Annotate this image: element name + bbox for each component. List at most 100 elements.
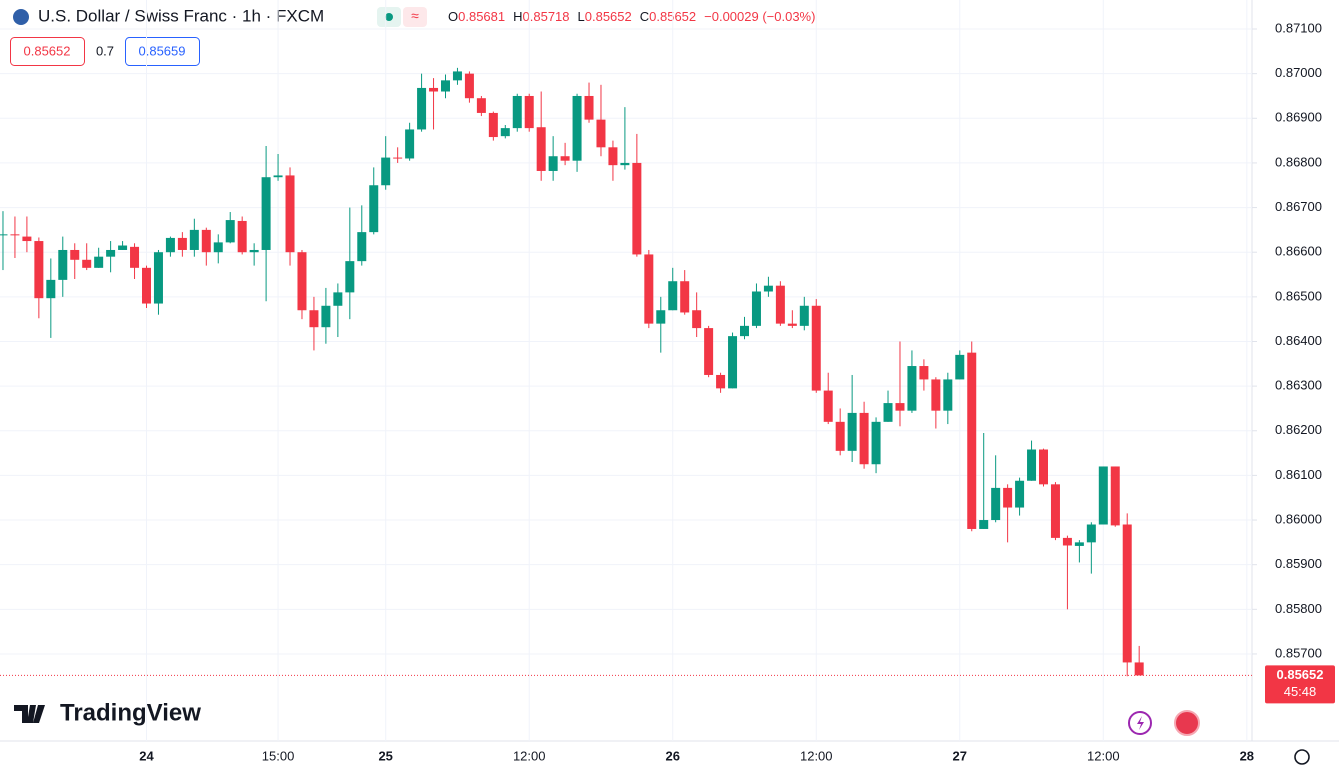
y-tick-label: 0.86500	[1275, 288, 1322, 303]
candle-body	[34, 241, 44, 299]
candle-body	[441, 80, 450, 92]
buy-button[interactable]	[125, 37, 200, 66]
candle-body	[811, 305, 821, 391]
economic-event-icon[interactable]	[1174, 710, 1200, 736]
candle-body	[823, 390, 833, 422]
candle-body	[1062, 537, 1072, 546]
candle-body	[297, 252, 307, 311]
candle-body	[189, 229, 199, 250]
ohlc-value: 0.85681	[458, 9, 505, 24]
candle-body	[931, 379, 941, 411]
candle-body	[488, 112, 498, 138]
candle-body	[429, 87, 439, 92]
candle-body	[153, 252, 163, 304]
candle-body	[512, 95, 522, 129]
candle-body	[871, 421, 881, 465]
flag-icon	[13, 9, 29, 25]
settings-icon[interactable]	[1294, 749, 1310, 765]
candle-body	[118, 245, 128, 250]
candle-body	[668, 281, 678, 311]
candle-body	[919, 366, 929, 380]
ohlc-key: O	[448, 9, 458, 24]
candle-body	[584, 95, 594, 120]
candle-body	[369, 185, 379, 233]
candle-body	[165, 237, 175, 253]
ohlc-key: H	[513, 9, 522, 24]
candle-body	[967, 352, 977, 529]
y-tick-label: 0.85800	[1275, 601, 1322, 616]
ohlc-value: 0.85718	[523, 9, 570, 24]
candle-body	[1027, 449, 1037, 481]
data-badge-icon: ≈	[411, 8, 419, 24]
ohlc-key: L	[578, 9, 585, 24]
y-tick-label: 0.85700	[1275, 645, 1322, 660]
candle-body	[345, 261, 355, 293]
candle-body	[608, 147, 618, 166]
candle-body	[70, 249, 80, 260]
candle-body	[201, 229, 211, 253]
ohlc-value: 0.85652	[585, 9, 632, 24]
candle-body	[1098, 466, 1108, 525]
candle-body	[46, 279, 56, 299]
x-tick-label: 12:00	[513, 748, 546, 763]
candle-body	[273, 175, 283, 178]
buy-price: 0.85659	[139, 43, 186, 58]
candle-body	[58, 249, 68, 280]
x-tick-label: 24	[139, 748, 154, 763]
candle-body	[991, 487, 1001, 521]
candle-body	[285, 175, 295, 253]
x-tick-label: 12:00	[800, 748, 833, 763]
candle-body	[309, 310, 319, 328]
y-tick-label: 0.86000	[1275, 511, 1322, 526]
candle-body	[632, 162, 642, 255]
y-tick-label: 0.85900	[1275, 556, 1322, 571]
candle-body	[799, 305, 809, 326]
candle-body	[560, 156, 570, 161]
candle-body	[82, 259, 92, 268]
y-tick-label: 0.87000	[1275, 65, 1322, 80]
spread: 0.7	[96, 43, 114, 58]
candle-body	[333, 292, 343, 306]
candle-body	[907, 366, 917, 411]
candle-body	[261, 177, 271, 250]
events-icon[interactable]	[1128, 711, 1152, 735]
symbol-title: U.S. Dollar / Swiss Franc · 1h · FXCM	[38, 6, 324, 25]
x-tick-label: 26	[666, 748, 680, 763]
ohlc-text: O0.85681 H0.85718 L0.85652 C0.85652 −0.00029…	[448, 9, 815, 24]
logo: TradingView	[14, 699, 201, 726]
change: −0.00029 (−0.03%)	[704, 9, 815, 24]
candle-body	[106, 249, 116, 257]
grid	[0, 0, 1252, 741]
x-tick-label: 15:00	[262, 748, 295, 763]
candle-body	[213, 242, 223, 253]
y-tick-label: 0.86200	[1275, 422, 1322, 437]
logo-text: TradingView	[60, 699, 201, 726]
candle-body	[1110, 466, 1120, 526]
candle-body	[10, 234, 20, 236]
y-tick-label: 0.86100	[1275, 467, 1322, 482]
y-tick-label: 0.86700	[1275, 199, 1322, 214]
candle-body	[381, 157, 391, 186]
candle-body	[979, 520, 989, 529]
x-tick-label: 25	[378, 748, 392, 763]
candle-body	[859, 412, 869, 465]
candle-body	[476, 98, 486, 113]
ohlc-legend: O0.85681 H0.85718 L0.85652 C0.85652 −0.00029…	[448, 9, 815, 24]
candle-body	[417, 87, 427, 130]
candle-body	[572, 95, 582, 161]
candle-body	[787, 323, 797, 326]
candle-body	[321, 305, 331, 328]
candle-body	[716, 374, 726, 389]
candle-body	[1015, 480, 1025, 508]
candle-body	[1134, 662, 1144, 676]
x-tick-label: 27	[953, 748, 967, 763]
sell-button[interactable]	[10, 37, 85, 66]
candle-body	[644, 254, 654, 324]
x-tick-label: 12:00	[1087, 748, 1120, 763]
candle-body	[500, 128, 510, 137]
data-badge[interactable]	[403, 7, 427, 27]
candle-body	[704, 328, 714, 375]
candle-body	[357, 232, 367, 262]
